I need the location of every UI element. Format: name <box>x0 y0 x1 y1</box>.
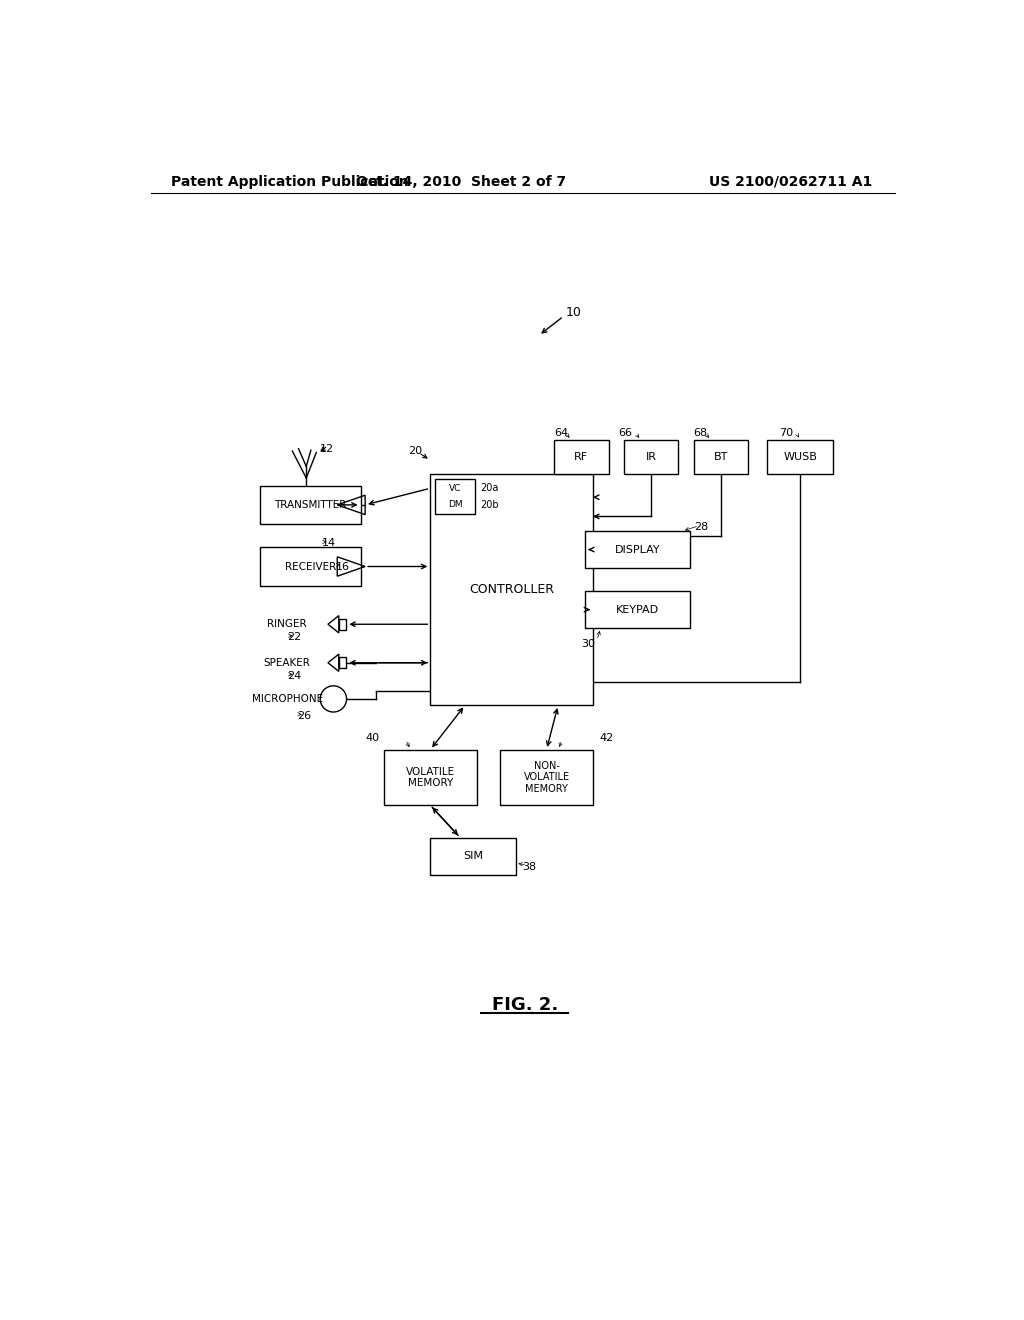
Text: 42: 42 <box>599 733 613 743</box>
Text: RF: RF <box>574 453 589 462</box>
Text: WUSB: WUSB <box>783 453 817 462</box>
Bar <box>693 441 748 474</box>
Text: 20b: 20b <box>480 499 499 510</box>
Text: DM: DM <box>447 500 463 510</box>
Text: BT: BT <box>714 453 728 462</box>
Text: TRANSMITTER: TRANSMITTER <box>274 500 346 510</box>
Text: 10: 10 <box>566 306 582 319</box>
Bar <box>554 441 608 474</box>
Bar <box>430 474 593 705</box>
Text: 16: 16 <box>336 561 350 572</box>
Bar <box>384 750 477 805</box>
Text: DISPLAY: DISPLAY <box>614 545 660 554</box>
Text: SIM: SIM <box>463 851 483 861</box>
Text: FIG. 2.: FIG. 2. <box>492 997 558 1014</box>
Bar <box>430 838 515 875</box>
Text: VC: VC <box>449 484 461 492</box>
Text: 28: 28 <box>693 523 708 532</box>
Bar <box>260 548 360 586</box>
Text: 12: 12 <box>321 444 334 454</box>
Text: NON-
VOLATILE
MEMORY: NON- VOLATILE MEMORY <box>523 760 569 795</box>
Bar <box>435 479 475 515</box>
Bar <box>586 591 690 628</box>
Text: 20a: 20a <box>480 483 499 494</box>
Text: 66: 66 <box>617 428 632 437</box>
Text: US 2100/0262711 A1: US 2100/0262711 A1 <box>709 174 872 189</box>
Text: 64: 64 <box>554 428 568 437</box>
Text: Patent Application Publication: Patent Application Publication <box>171 174 409 189</box>
Bar <box>260 486 360 524</box>
Text: 30: 30 <box>582 639 595 648</box>
Text: 22: 22 <box>287 632 301 643</box>
Text: RINGER: RINGER <box>267 619 307 630</box>
Text: 38: 38 <box>521 862 536 871</box>
Text: 68: 68 <box>693 428 708 437</box>
Text: Oct. 14, 2010  Sheet 2 of 7: Oct. 14, 2010 Sheet 2 of 7 <box>356 174 566 189</box>
Text: 70: 70 <box>779 428 794 437</box>
Text: VOLATILE
MEMORY: VOLATILE MEMORY <box>406 767 455 788</box>
Text: MICROPHONE: MICROPHONE <box>252 694 324 704</box>
Bar <box>767 441 834 474</box>
Bar <box>339 619 346 630</box>
Text: IR: IR <box>645 453 656 462</box>
Bar <box>339 657 346 668</box>
Bar <box>624 441 678 474</box>
Bar <box>500 750 593 805</box>
Text: SPEAKER: SPEAKER <box>263 657 310 668</box>
Text: 40: 40 <box>366 733 380 743</box>
Text: 20: 20 <box>409 446 423 455</box>
Text: 26: 26 <box>297 711 311 721</box>
Text: 14: 14 <box>322 539 336 548</box>
Text: RECEIVER: RECEIVER <box>285 561 336 572</box>
Text: KEYPAD: KEYPAD <box>616 605 659 615</box>
Text: CONTROLLER: CONTROLLER <box>469 583 554 597</box>
Text: 24: 24 <box>287 671 301 681</box>
Bar <box>586 531 690 568</box>
